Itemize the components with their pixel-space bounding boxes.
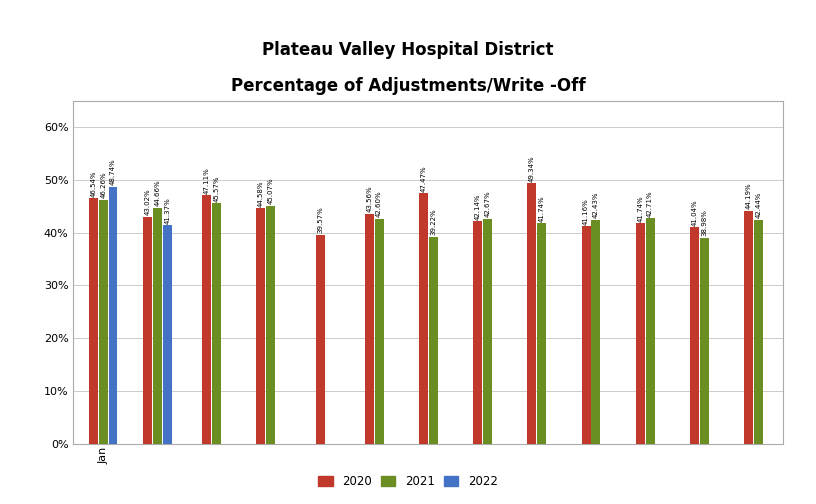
- Text: 44.19%: 44.19%: [746, 182, 752, 209]
- Text: 45.57%: 45.57%: [214, 175, 220, 202]
- Bar: [375, 219, 384, 444]
- Bar: [700, 238, 709, 444]
- Text: 49.34%: 49.34%: [529, 155, 535, 182]
- Text: 41.04%: 41.04%: [691, 199, 698, 226]
- Bar: [428, 237, 437, 444]
- Bar: [744, 211, 753, 444]
- Legend: 2020, 2021, 2022: 2020, 2021, 2022: [313, 471, 503, 493]
- Bar: [645, 218, 654, 444]
- Bar: [256, 209, 265, 444]
- Bar: [527, 183, 536, 444]
- Bar: [483, 219, 492, 444]
- Bar: [162, 225, 171, 444]
- Bar: [754, 220, 763, 444]
- Text: 41.16%: 41.16%: [583, 198, 589, 225]
- Bar: [153, 208, 162, 444]
- Bar: [212, 203, 221, 444]
- Text: Percentage of Adjustments/Write -Off: Percentage of Adjustments/Write -Off: [231, 77, 585, 95]
- Text: 44.66%: 44.66%: [154, 180, 161, 207]
- Text: 43.02%: 43.02%: [144, 188, 151, 215]
- Text: 42.71%: 42.71%: [647, 190, 653, 217]
- Text: 39.57%: 39.57%: [317, 207, 323, 233]
- Bar: [419, 193, 428, 444]
- Text: 45.07%: 45.07%: [268, 178, 273, 204]
- Bar: [537, 223, 546, 444]
- Text: 38.98%: 38.98%: [701, 210, 707, 236]
- Bar: [582, 226, 591, 444]
- Bar: [365, 214, 374, 444]
- Text: 46.26%: 46.26%: [100, 171, 106, 198]
- Text: 41.37%: 41.37%: [164, 197, 171, 224]
- Bar: [109, 186, 118, 444]
- Bar: [316, 235, 325, 444]
- Text: 42.43%: 42.43%: [593, 192, 599, 218]
- Bar: [690, 227, 699, 444]
- Text: 44.58%: 44.58%: [258, 180, 264, 207]
- Text: 43.56%: 43.56%: [366, 185, 372, 212]
- Bar: [99, 200, 108, 444]
- Bar: [143, 217, 152, 444]
- Text: 42.44%: 42.44%: [756, 192, 761, 218]
- Text: 47.11%: 47.11%: [204, 167, 210, 194]
- Bar: [636, 223, 645, 444]
- Text: 42.14%: 42.14%: [475, 193, 481, 220]
- Text: 41.74%: 41.74%: [637, 195, 643, 222]
- Text: 42.67%: 42.67%: [485, 191, 490, 217]
- Bar: [473, 221, 482, 444]
- Text: 39.22%: 39.22%: [430, 209, 437, 235]
- Text: 47.47%: 47.47%: [420, 165, 427, 192]
- Bar: [202, 195, 211, 444]
- Bar: [266, 206, 275, 444]
- Text: 48.74%: 48.74%: [110, 158, 116, 185]
- Text: 46.54%: 46.54%: [91, 170, 96, 197]
- Bar: [89, 198, 98, 444]
- Text: 42.60%: 42.60%: [376, 191, 382, 217]
- Text: Plateau Valley Hospital District: Plateau Valley Hospital District: [262, 41, 554, 59]
- Text: 41.74%: 41.74%: [539, 195, 544, 222]
- Bar: [592, 220, 601, 444]
